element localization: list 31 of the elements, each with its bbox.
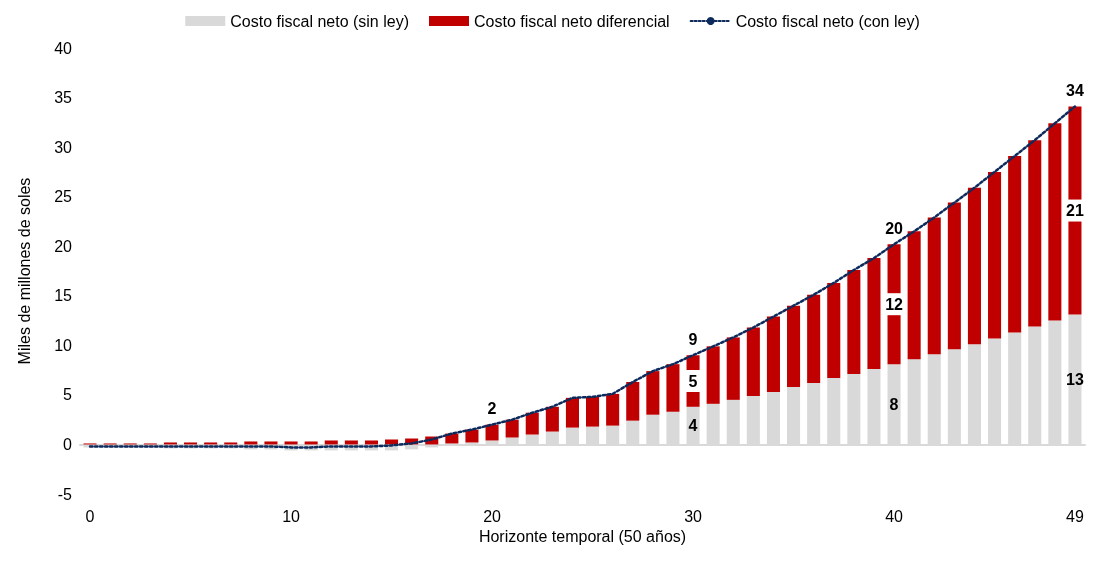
data-label: 5 <box>688 372 698 390</box>
data-label: 34 <box>1066 81 1084 99</box>
data-label: 2 <box>487 400 497 418</box>
y-tick-label: 40 <box>54 39 73 57</box>
data-label: 20 <box>885 219 904 237</box>
data-label: 12 <box>885 295 904 313</box>
x-tick-label: 0 <box>85 507 95 525</box>
data-label: 8 <box>889 395 899 413</box>
y-axis-title: Miles de millones de soles <box>15 177 33 365</box>
data-label: 4 <box>688 417 698 435</box>
x-tick-label: 30 <box>684 507 703 525</box>
y-tick-label: 0 <box>63 435 73 453</box>
data-label: 9 <box>688 330 698 348</box>
x-axis-title: Horizonte temporal (50 años) <box>478 528 687 546</box>
y-tick-label: 20 <box>54 237 73 255</box>
y-tick-label: -5 <box>57 485 73 503</box>
y-tick-label: 5 <box>63 386 73 404</box>
y-tick-label: 15 <box>54 287 73 305</box>
x-tick-label: 40 <box>885 507 904 525</box>
data-label: 21 <box>1066 202 1084 220</box>
x-tick-label: 10 <box>282 507 301 525</box>
y-tick-label: 35 <box>54 89 73 107</box>
y-tick-label: 10 <box>54 336 73 354</box>
data-label: 13 <box>1066 371 1084 389</box>
x-tick-label: 20 <box>483 507 502 525</box>
x-tick-label: 49 <box>1066 507 1084 525</box>
legend-label: Costo fiscal neto (con ley) <box>735 12 920 30</box>
legend-label: Costo fiscal neto diferencial <box>474 12 670 30</box>
legend-label: Costo fiscal neto (sin ley) <box>230 12 409 30</box>
y-tick-label: 30 <box>54 138 73 156</box>
y-tick-label: 25 <box>54 188 73 206</box>
